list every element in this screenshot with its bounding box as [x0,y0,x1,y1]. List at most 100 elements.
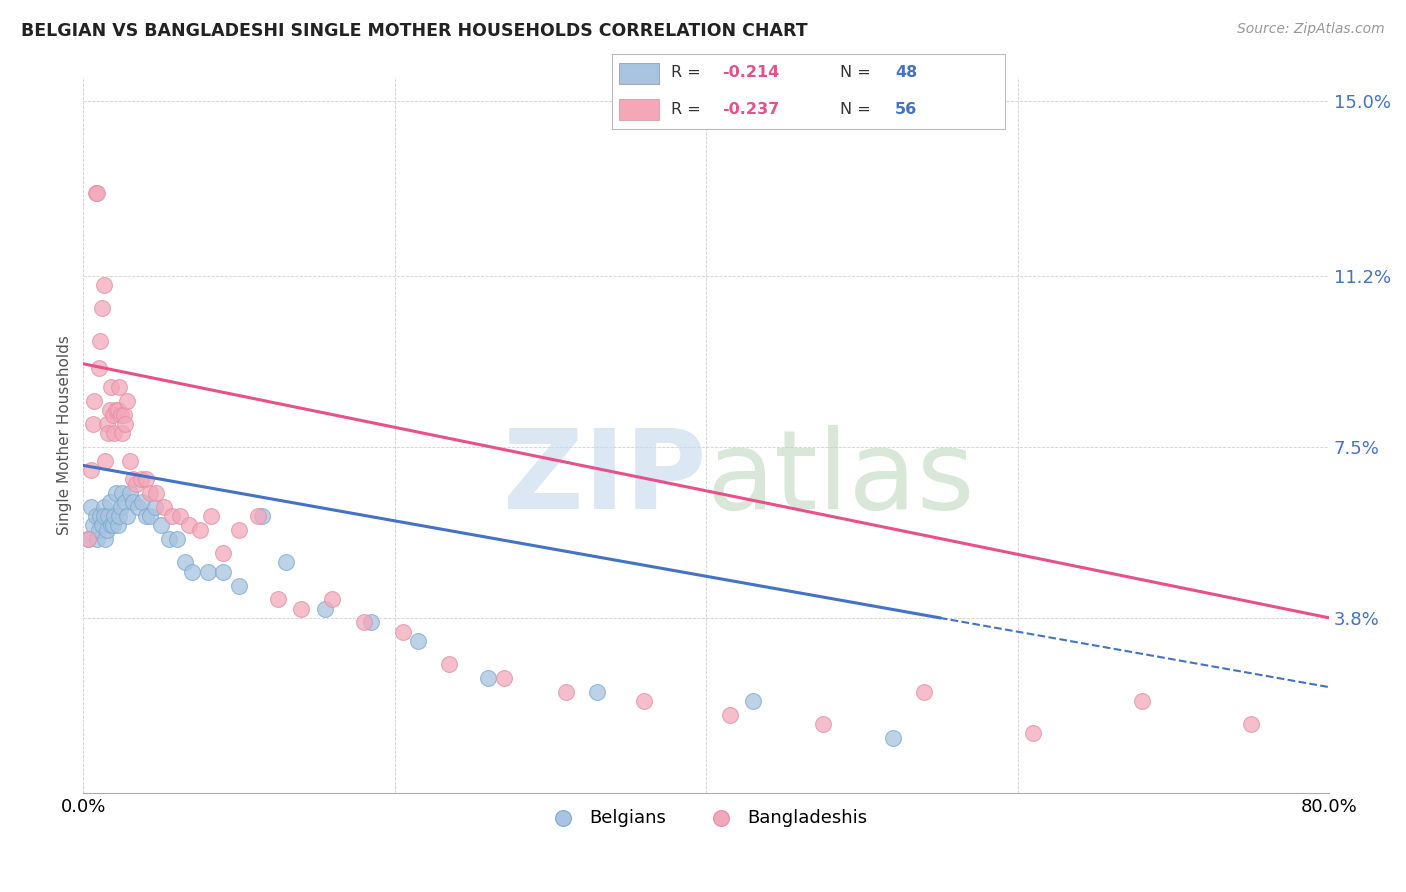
Point [150,518,173,533]
Point [93,278,115,293]
Point [274,556,297,570]
Point [197,565,219,579]
Point [912,684,935,698]
Point [135,509,157,524]
Point [586,684,609,698]
Text: Source: ZipAtlas.com: Source: ZipAtlas.com [1237,22,1385,37]
Point [80,500,103,514]
Point [718,707,741,722]
Point [98,403,121,417]
Text: -0.237: -0.237 [721,102,779,117]
Point [96,417,118,431]
Point [86,186,108,200]
Text: R =: R = [671,102,706,117]
Point [1022,726,1045,740]
Point [157,533,180,547]
Point [1240,717,1263,731]
Point [93,509,115,524]
Point [84,186,107,200]
Point [103,509,125,524]
Point [555,684,578,698]
Point [188,523,211,537]
Point [118,486,141,500]
Point [101,518,124,533]
Point [492,671,515,685]
Point [100,518,122,533]
Text: 48: 48 [896,65,917,80]
Point [108,509,131,524]
Text: R =: R = [671,65,706,80]
Point [173,556,195,570]
Point [93,500,115,514]
Point [228,523,250,537]
Point [82,518,104,533]
Point [1130,694,1153,708]
Point [228,578,250,592]
Point [252,509,274,524]
Point [406,634,429,648]
Point [82,417,104,431]
Point [122,495,145,509]
Text: N =: N = [839,65,876,80]
FancyBboxPatch shape [620,62,659,84]
Point [115,509,138,524]
Point [882,731,904,745]
Point [166,533,188,547]
Point [104,486,127,500]
Point [290,601,312,615]
Point [107,403,129,417]
Point [89,509,111,524]
Point [77,533,100,547]
Point [160,509,183,524]
Point [267,592,290,607]
Point [104,403,127,417]
Text: ZIP: ZIP [503,425,706,532]
Point [391,624,413,639]
Point [353,615,375,630]
Point [77,533,100,547]
Point [212,546,235,560]
Point [80,463,103,477]
Point [98,495,121,509]
Point [86,533,108,547]
Point [91,301,114,316]
Point [131,495,153,509]
Point [100,380,122,394]
Point [110,500,132,514]
Point [169,509,191,524]
Point [139,486,162,500]
Point [145,486,167,500]
Point [87,523,110,537]
Point [360,615,382,630]
Point [314,601,336,615]
Text: atlas: atlas [706,425,974,532]
Point [633,694,655,708]
Text: 56: 56 [896,102,917,117]
Y-axis label: Single Mother Households: Single Mother Households [58,335,72,535]
Point [439,657,461,671]
Point [97,426,120,441]
Point [181,565,204,579]
Point [111,486,134,500]
Point [89,334,111,348]
Point [127,500,149,514]
Point [741,694,763,708]
Point [111,426,134,441]
Point [110,408,132,422]
Point [811,717,834,731]
Point [94,454,117,468]
Text: BELGIAN VS BANGLADESHI SINGLE MOTHER HOUSEHOLDS CORRELATION CHART: BELGIAN VS BANGLADESHI SINGLE MOTHER HOU… [21,22,807,40]
Point [115,393,138,408]
Point [107,518,129,533]
Legend: Belgians, Bangladeshis: Belgians, Bangladeshis [537,802,875,834]
Point [477,671,499,685]
Point [153,500,176,514]
Point [87,361,110,376]
Point [97,509,120,524]
Point [129,472,152,486]
Point [83,393,105,408]
Point [246,509,269,524]
Point [103,426,125,441]
Point [122,472,145,486]
Point [114,417,136,431]
